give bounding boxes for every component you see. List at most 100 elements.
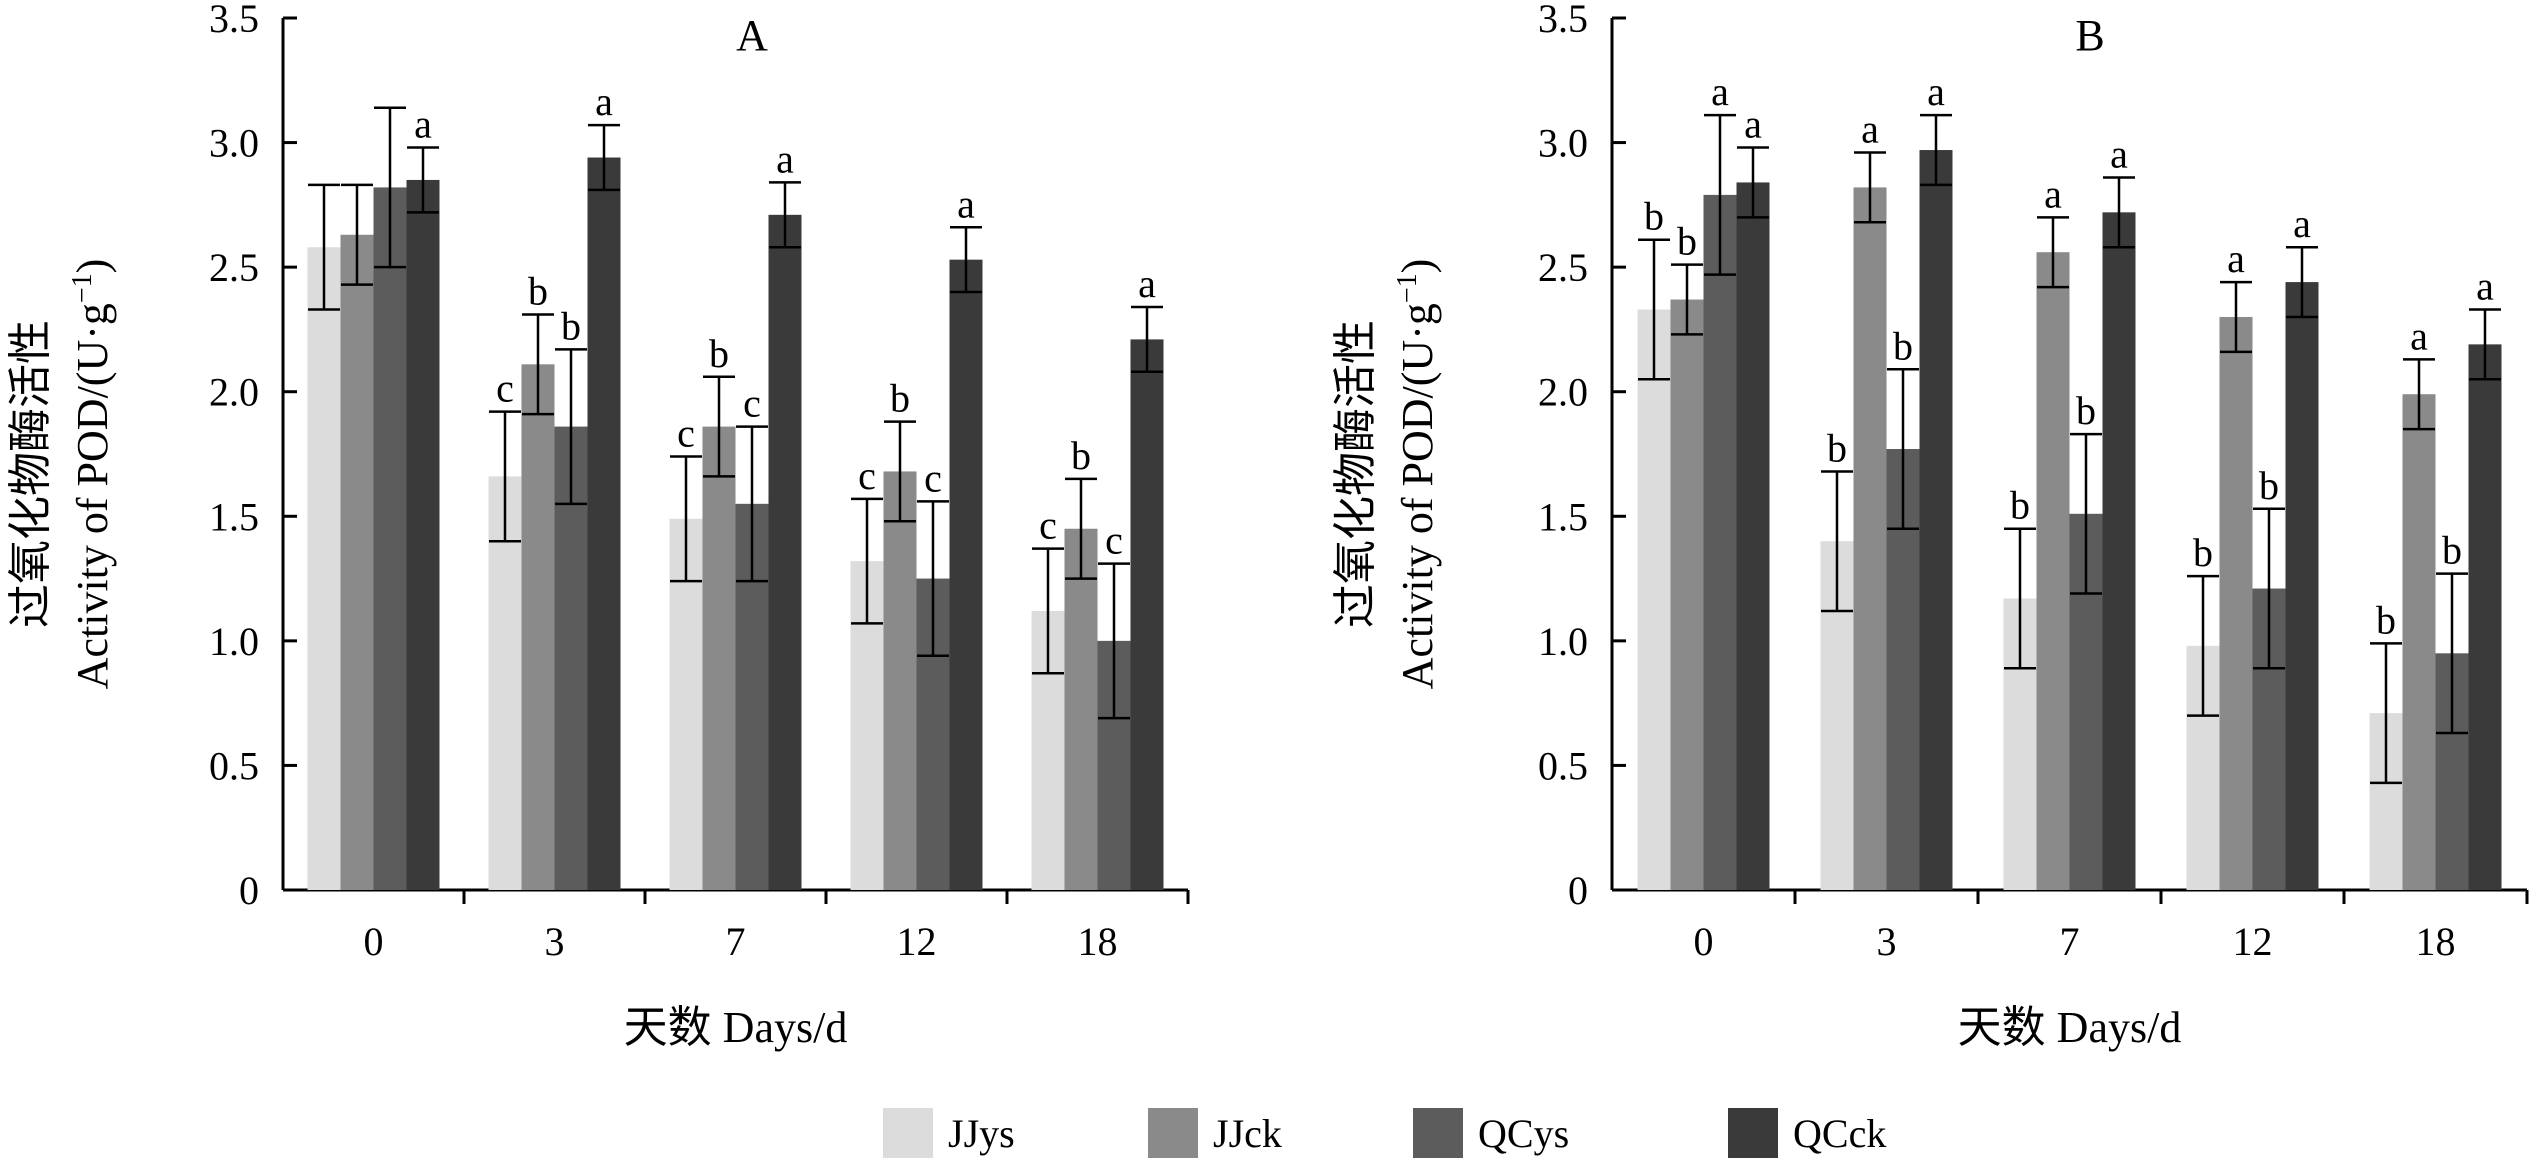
x-tick-label: 3 [545,919,565,964]
significance-letter: a [2110,131,2128,176]
bar [2285,282,2319,890]
significance-letter: b [890,376,910,421]
significance-letter: a [2293,201,2311,246]
legend-label-jjck: JJck [1213,1111,1282,1156]
significance-letter: a [957,181,975,226]
x-tick-label: 12 [897,919,937,964]
significance-letter: a [1711,69,1729,114]
y-tick-label: 0.5 [1538,743,1588,788]
bar [949,259,983,890]
significance-letter: b [1071,433,1091,478]
x-tick-label: 7 [726,919,746,964]
x-tick-label: 7 [2060,919,2080,964]
significance-letter: b [1827,425,1847,470]
significance-letter: b [1644,194,1664,239]
bar [521,364,555,890]
significance-letter: c [858,453,876,498]
y-tick-label: 3.5 [209,0,259,41]
significance-letter: a [776,136,794,181]
significance-letter: b [561,303,581,348]
significance-letter: b [2193,530,2213,575]
significance-letter: c [924,455,942,500]
legend-label-qcys: QCys [1478,1111,1569,1156]
bar [1703,194,1737,891]
x-axis-title: 天数 Days/d [1958,1003,2182,1052]
y-tick-label: 3.5 [1538,0,1588,41]
bar [1853,187,1887,891]
panel-label: A [736,11,768,60]
bar [1919,150,1953,890]
significance-letter: a [414,102,432,147]
significance-letter: a [2227,236,2245,281]
bar [307,247,341,890]
significance-letter: b [528,268,548,313]
bar [1130,339,1164,890]
y-tick-label: 0.5 [209,743,259,788]
significance-letter: b [2376,597,2396,642]
bar [883,471,917,890]
significance-letter: c [496,366,514,411]
significance-letter: a [1744,102,1762,147]
significance-letter: b [2076,388,2096,433]
bar [2036,252,2070,891]
x-tick-label: 12 [2233,919,2273,964]
legend-swatch-jjck [1148,1108,1198,1158]
significance-letter: c [1039,503,1057,548]
y-tick-label: 2.0 [1538,370,1588,415]
y-axis-title-cn: 过氧化物酶活性 [6,320,55,628]
bar [2402,394,2436,890]
bar [373,187,407,891]
y-tick-label: 1.5 [209,494,259,539]
bar [2219,316,2253,890]
legend-label-jjys: JJys [948,1111,1015,1156]
significance-letter: b [1677,219,1697,264]
bar [702,426,736,890]
y-tick-label: 1.0 [1538,619,1588,664]
bar [2468,344,2502,890]
y-tick-label: 1.0 [209,619,259,664]
y-tick-label: 3.0 [209,121,259,166]
bar [1670,299,1704,890]
significance-letter: a [2476,263,2494,308]
significance-letter: b [1893,323,1913,368]
panel-label: B [2075,11,2104,60]
legend-swatch-qcys [1413,1108,1463,1158]
significance-letter: a [1138,261,1156,306]
bar [340,234,374,891]
y-tick-label: 2.5 [209,245,259,290]
legend: JJys JJck QCys QCck [883,1108,1886,1158]
y-axis-title-en: Activity of POD/(U·g−1) [1392,259,1442,690]
bar [2102,212,2136,890]
significance-letter: c [743,381,761,426]
bar [768,214,802,890]
panel-a: 0 0.5 1.0 1.5 2.0 2.5 3.0 3.5 0 3 7 12 18 A 天数 Days/d 过… [6,0,1190,1052]
y-tick-label: 2.5 [1538,245,1588,290]
y-tick-label: 0 [1568,868,1588,913]
bar [1637,309,1671,890]
significance-letter: a [2044,171,2062,216]
y-tick-label: 1.5 [1538,494,1588,539]
x-tick-label: 18 [1078,919,1118,964]
significance-letter: a [1861,107,1879,152]
x-tick-label: 0 [364,919,384,964]
panel-b: 0 0.5 1.0 1.5 2.0 2.5 3.0 3.5 0 3 7 12 18 B 天数 Days/d 过… [1331,0,2529,1052]
y-axis-title-cn: 过氧化物酶活性 [1331,320,1380,628]
significance-letter: c [677,410,695,455]
significance-letter: b [2442,528,2462,573]
significance-letter: b [2010,483,2030,528]
legend-swatch-qcck [1728,1108,1778,1158]
x-tick-label: 3 [1877,919,1897,964]
bar [1064,528,1098,890]
legend-label-qcck: QCck [1793,1111,1886,1156]
significance-letter: b [709,331,729,376]
x-tick-label: 18 [2416,919,2456,964]
y-tick-label: 3.0 [1538,121,1588,166]
y-axis-title-en: Activity of POD/(U·g−1) [67,259,117,690]
significance-letter: a [595,79,613,124]
bar [1736,182,1770,891]
significance-letter: a [2410,313,2428,358]
bar [406,179,440,890]
significance-letter: a [1927,69,1945,114]
bar [587,157,621,890]
